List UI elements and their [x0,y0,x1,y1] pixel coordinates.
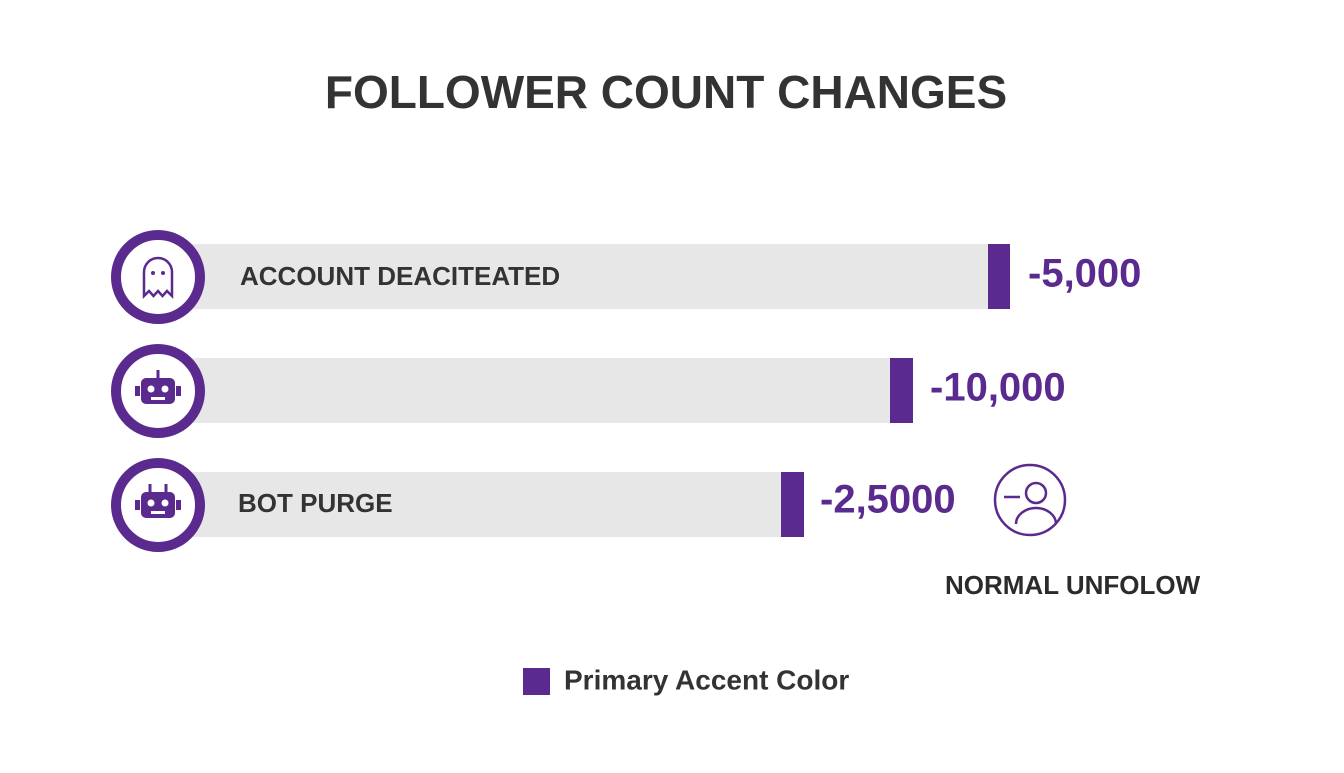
bar-accent [890,358,913,423]
legend-label: Primary Accent Color [564,664,849,695]
ghost-icon [142,256,174,300]
row-value: -5,000 [1028,252,1141,296]
row-value: -10,000 [930,366,1066,410]
row: ACCOUNT DEACITEATED -5,000 [111,230,1141,324]
icon-ring [111,230,205,324]
robot-icon [135,370,181,404]
row: BOT PURGE -2,5000 [111,458,956,552]
bar-track [180,358,913,423]
row-label: BOT PURGE [238,488,393,518]
ghost-eye [151,271,155,275]
title: FOLLOWER COUNT CHANGES [325,66,1007,118]
row-label: ACCOUNT DEACITEATED [240,261,560,291]
row-value: -2,5000 [820,478,956,522]
legend-swatch [523,668,550,695]
bar-accent [988,244,1010,309]
note: NORMAL UNFOLOW [945,570,1201,600]
bar-track [180,244,1010,309]
row: -10,000 [111,344,1066,438]
user-minus-icon [993,463,1067,537]
robot-icon [135,484,181,518]
bar-track [180,472,804,537]
ghost-eye [161,271,165,275]
bar-accent [781,472,804,537]
